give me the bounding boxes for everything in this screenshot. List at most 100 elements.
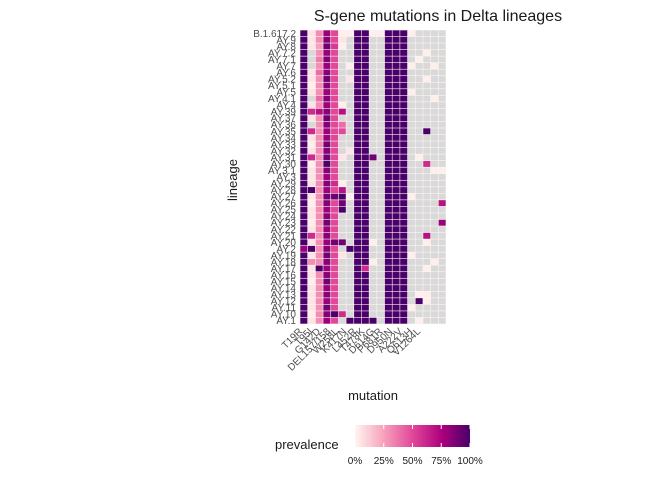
heatmap-cell [407,258,415,265]
heatmap-cell [323,291,331,298]
heatmap-cell [315,43,323,50]
heatmap-cell [331,89,339,96]
heatmap-cell [384,317,392,324]
heatmap-cell [400,174,408,180]
heatmap-cell [407,147,415,154]
heatmap-cell [331,232,339,239]
heatmap-cell [323,232,331,239]
heatmap-cell [346,232,354,239]
heatmap-cell [392,76,400,82]
heatmap-cell [354,245,362,252]
heatmap-cell [346,258,354,265]
heatmap-cell [346,49,354,56]
heatmap-cell [331,160,339,167]
heatmap-cell [423,272,431,278]
heatmap-cell [415,239,423,246]
heatmap-cell [415,134,423,141]
heatmap-cell [384,239,392,246]
heatmap-cell [400,187,408,194]
heatmap-cell [361,278,369,285]
heatmap-cell [361,258,369,265]
heatmap-cell [392,121,400,128]
heatmap-cell [407,49,415,56]
heatmap-cell [438,258,446,265]
heatmap-cell [400,265,408,272]
heatmap-cell [384,147,392,154]
heatmap-cell [377,43,385,50]
heatmap-cell [331,147,339,154]
heatmap-cell [338,62,346,69]
heatmap-cell [361,265,369,272]
heatmap-cell [331,200,339,207]
heatmap-cell [338,311,346,318]
heatmap-cell [415,272,423,278]
heatmap-cell [315,174,323,180]
heatmap-cell [377,200,385,207]
heatmap-cell [384,43,392,50]
heatmap-cell [354,102,362,109]
heatmap-cell [307,285,316,292]
heatmap-cell [300,200,308,207]
heatmap-cell [384,89,392,96]
heatmap-cell [369,76,377,82]
heatmap-cell [415,69,423,76]
heatmap-cell [392,128,400,135]
heatmap-cell [323,160,331,167]
legend-tick-label: 75% [431,456,451,467]
heatmap-cell [338,174,346,180]
heatmap-cell [338,206,346,213]
heatmap-cell [438,200,446,207]
heatmap-cell [361,102,369,109]
heatmap-cell [392,187,400,194]
heatmap-cell [323,272,331,278]
heatmap-cell [415,232,423,239]
heatmap-cell [361,311,369,318]
heatmap-cell [423,95,431,102]
heatmap-cell [369,232,377,239]
heatmap-cell [407,304,415,311]
heatmap-cell [323,304,331,311]
heatmap-cell [300,239,308,246]
heatmap-cell [361,298,369,305]
heatmap-cell [384,226,392,233]
heatmap-cell [377,193,385,200]
heatmap-cell [392,245,400,252]
heatmap-cell [315,128,323,135]
heatmap-cell [407,206,415,213]
heatmap-cell [323,36,331,43]
heatmap-cell [323,89,331,96]
heatmap-cell [400,226,408,233]
heatmap-cell [369,174,377,180]
heatmap-cell [430,232,439,239]
heatmap-cell [369,304,377,311]
heatmap-cell [377,278,385,285]
heatmap-cell [300,226,308,233]
heatmap-cell [400,160,408,167]
heatmap-cell [423,252,431,259]
heatmap-cell [377,147,385,154]
heatmap-cell [400,102,408,109]
heatmap-cell [430,102,439,109]
heatmap-cell [323,121,331,128]
y-tick-label: AY.37 [271,114,297,125]
heatmap-cell [307,82,316,89]
heatmap-cell [323,219,331,226]
heatmap-cell [323,82,331,89]
heatmap-cell [392,36,400,43]
heatmap-cell [300,206,308,213]
y-tick-label: AY.24 [271,212,297,223]
heatmap-cell [354,272,362,278]
y-tick-label: AY.21 [271,231,297,242]
heatmap-cell [369,43,377,50]
heatmap-cell [384,278,392,285]
heatmap-cell [430,245,439,252]
heatmap-cell [331,30,339,37]
heatmap-cell [331,219,339,226]
heatmap-cell [415,154,423,161]
heatmap-cell [423,180,431,187]
heatmap-cell [307,102,316,109]
heatmap-cell [423,200,431,207]
heatmap-cell [361,154,369,161]
heatmap-cell [400,311,408,318]
heatmap-cell [400,141,408,148]
